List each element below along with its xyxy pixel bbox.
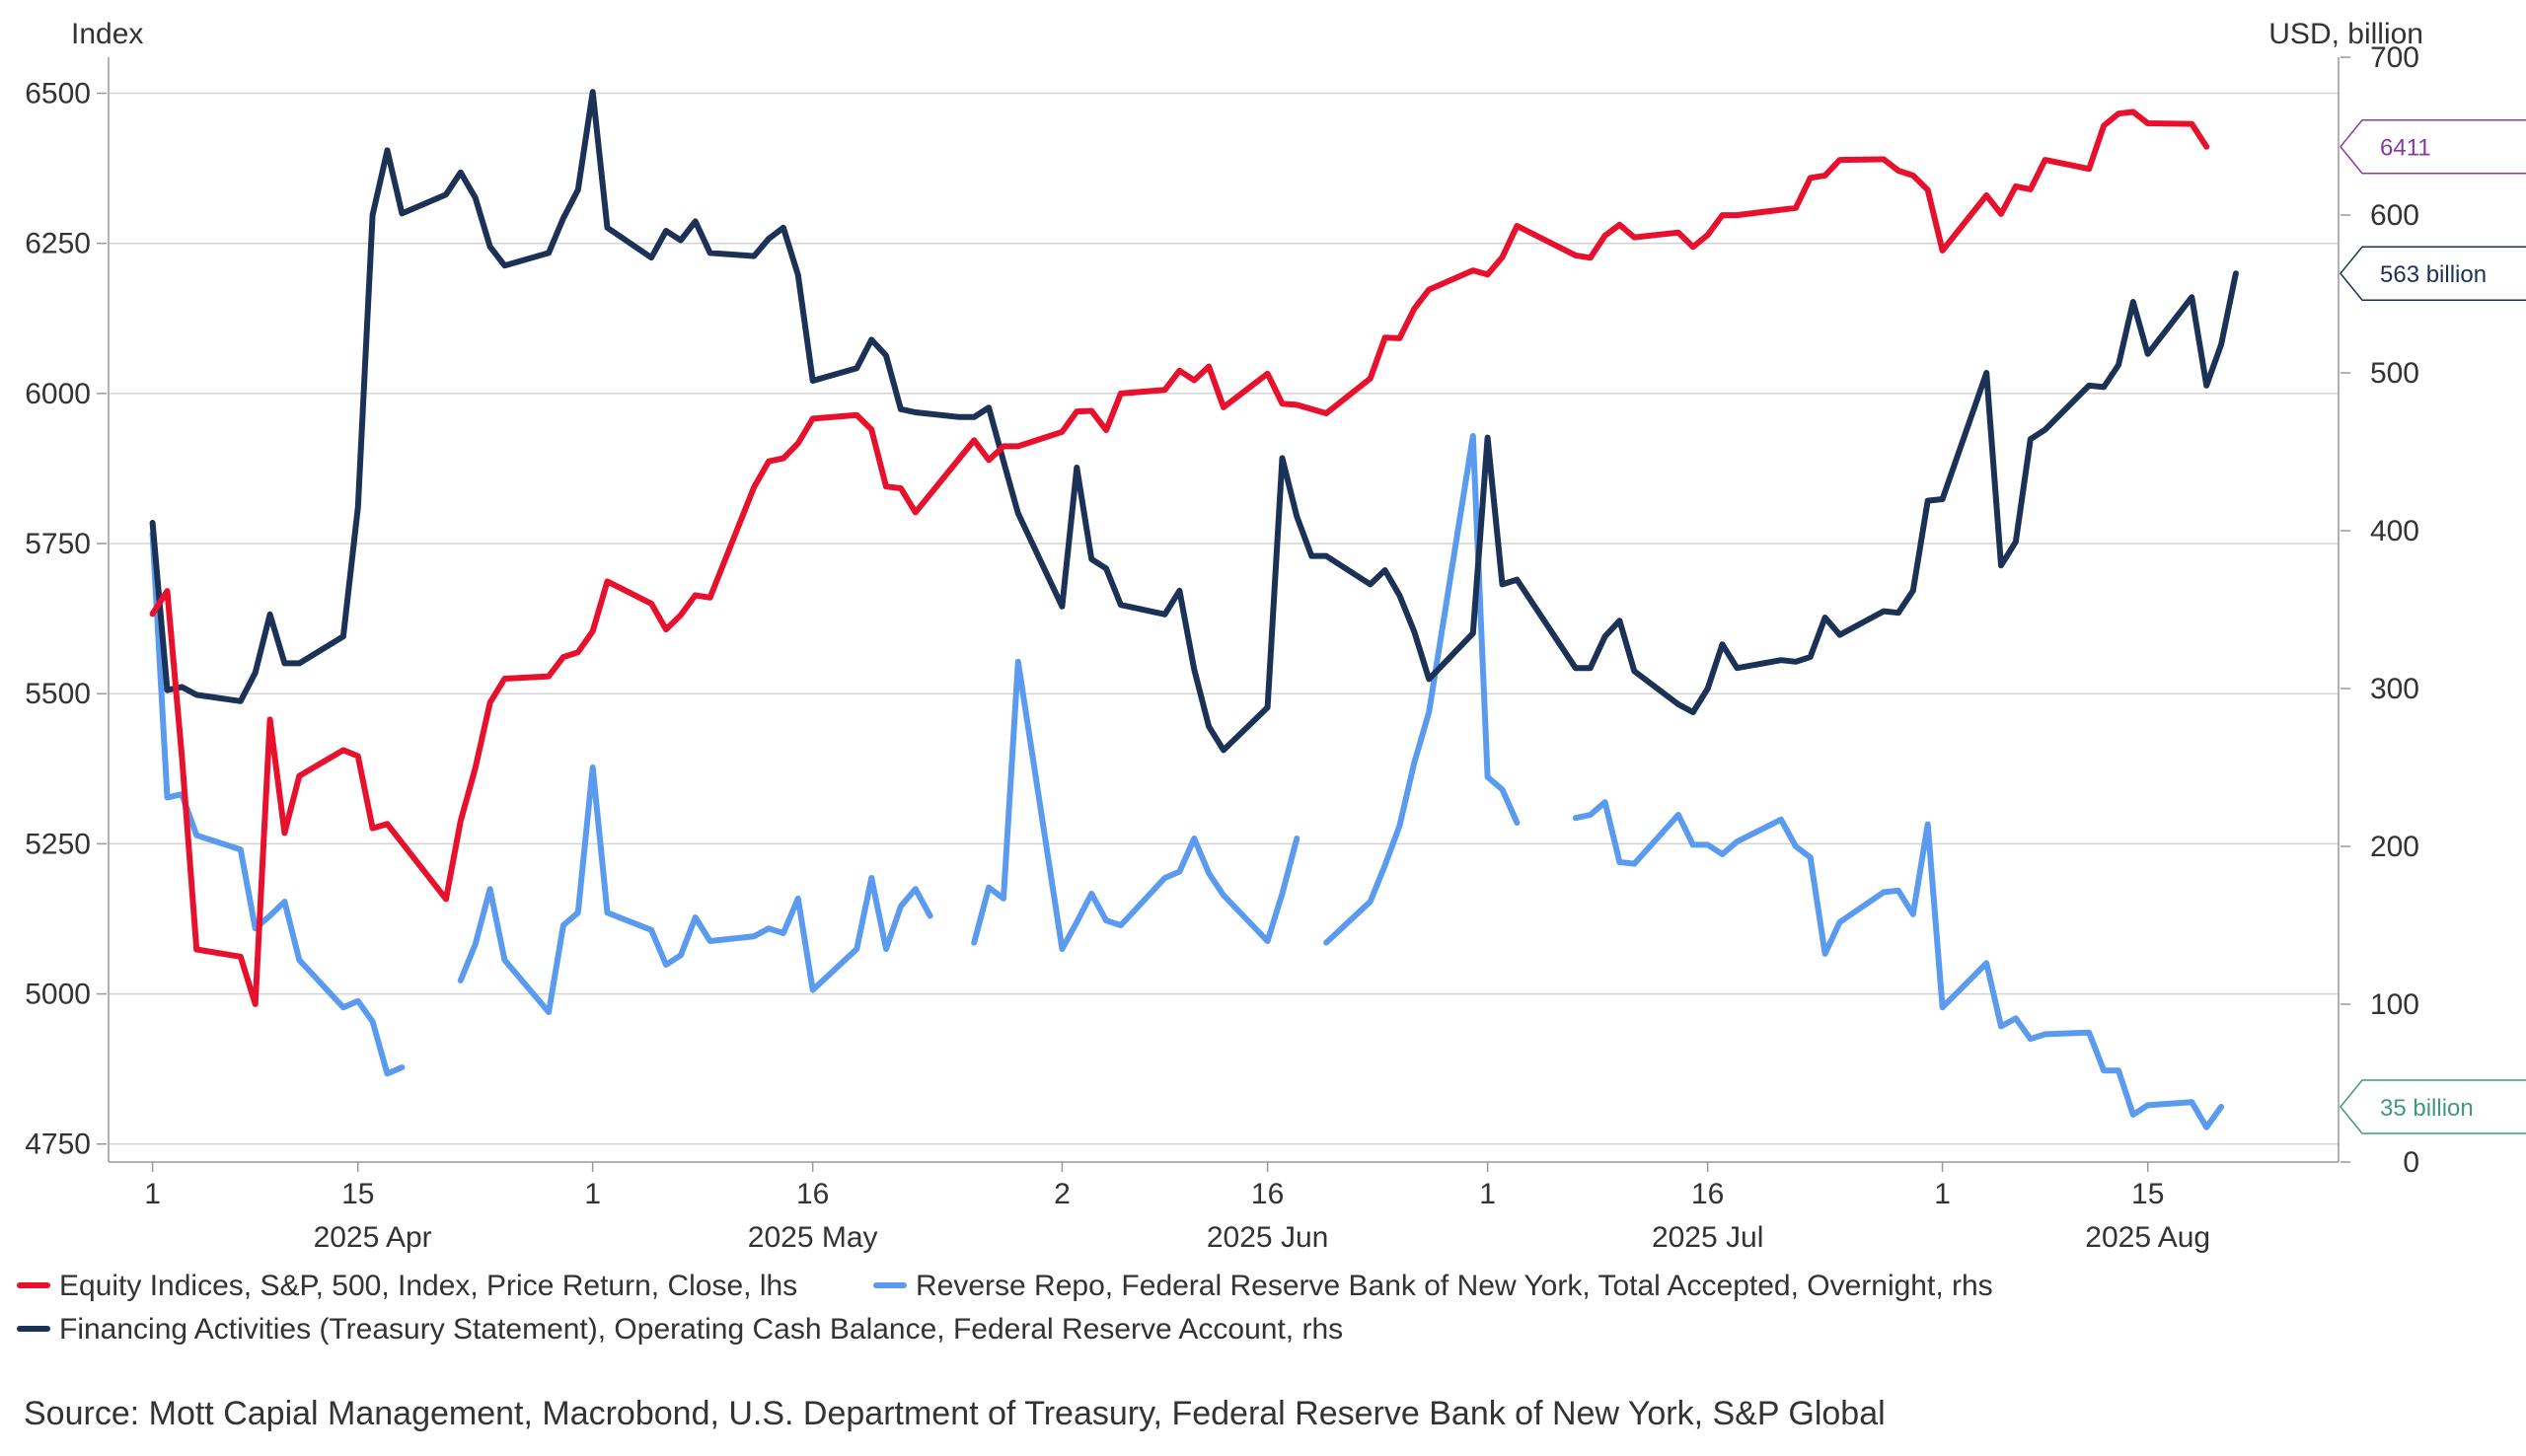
legend-label: Reverse Repo, Federal Reserve Bank of Ne…	[916, 1270, 1993, 1302]
callout-box	[2340, 118, 2526, 175]
callout-label: 563 billion	[2380, 261, 2487, 288]
gridlines	[109, 92, 2339, 1145]
x-tick-label: 15	[341, 1178, 374, 1210]
x-tick-label: 1	[144, 1178, 161, 1210]
left-tick-label: 6000	[25, 378, 91, 410]
right-tick-label: 600	[2370, 199, 2419, 232]
month-label: 2025 Apr	[314, 1221, 432, 1254]
value-callout: 35 billion	[2340, 1079, 2526, 1134]
left-tick-label: 6250	[25, 228, 91, 260]
series-line	[457, 764, 933, 1015]
value-callout: 563 billion	[2340, 246, 2526, 301]
right-tick-label: 700	[2370, 41, 2419, 74]
left-tick-label: 5750	[25, 528, 91, 560]
left-tick-label: 4750	[25, 1128, 91, 1161]
series-1	[149, 433, 2225, 1130]
right-tick-label: 200	[2370, 831, 2419, 863]
value-callout: 6411	[2340, 118, 2526, 175]
callout-label: 6411	[2380, 135, 2431, 162]
legend-item: Reverse Repo, Federal Reserve Bank of Ne…	[873, 1270, 1993, 1302]
legend-label: Equity Indices, S&P, 500, Index, Price R…	[59, 1270, 797, 1302]
x-tick-label: 16	[1691, 1178, 1724, 1210]
month-label: 2025 Aug	[2085, 1221, 2210, 1254]
x-tick-label: 2	[1054, 1178, 1071, 1210]
right-tick-label: 500	[2370, 357, 2419, 390]
month-label: 2025 May	[748, 1221, 878, 1254]
right-tick-label: 100	[2370, 988, 2419, 1021]
x-tick-label: 15	[2131, 1178, 2164, 1210]
left-tick-label: 6500	[25, 78, 91, 110]
legend-item: Financing Activities (Treasury Statement…	[17, 1313, 1343, 1346]
series-line	[149, 109, 2210, 1007]
left-tick-label: 5250	[25, 828, 91, 860]
x-tick-label: 1	[1934, 1178, 1951, 1210]
x-tick-label: 16	[1251, 1178, 1284, 1210]
series-line	[1323, 433, 1521, 946]
legend: Equity Indices, S&P, 500, Index, Price R…	[17, 1270, 1993, 1346]
x-tick-label: 1	[584, 1178, 601, 1210]
left-tick-label: 5000	[25, 979, 91, 1011]
right-tick-label: 400	[2370, 515, 2419, 547]
right-axis-label: USD, billion	[2268, 18, 2423, 50]
series-line	[149, 89, 2239, 754]
month-label: 2025 Jun	[1207, 1221, 1328, 1254]
series-lines	[149, 89, 2239, 1130]
callout-label: 35 billion	[2380, 1095, 2474, 1122]
right-tick-label: 300	[2370, 673, 2419, 705]
series-line	[971, 658, 1300, 952]
callout-box	[2340, 1079, 2526, 1134]
right-tick-label: 0	[2403, 1146, 2419, 1179]
month-label: 2025 Jul	[1652, 1221, 1763, 1254]
left-tick-label: 5500	[25, 678, 91, 710]
series-2	[149, 89, 2239, 754]
series-0	[149, 109, 2210, 1007]
value-callouts: 6411 563 billion 35 billion	[2340, 118, 2526, 1134]
legend-item: Equity Indices, S&P, 500, Index, Price R…	[17, 1270, 797, 1302]
left-axis-label: Index	[71, 18, 143, 50]
callout-box	[2340, 246, 2526, 301]
series-line	[149, 531, 406, 1077]
x-tick-label: 16	[796, 1178, 829, 1210]
x-tick-label: 1	[1479, 1178, 1496, 1210]
legend-label: Financing Activities (Treasury Statement…	[59, 1313, 1343, 1346]
source-note: Source: Mott Capial Management, Macrobon…	[24, 1395, 1886, 1432]
axes: Index USD, billion 650062506000575055005…	[25, 18, 2423, 1254]
series-line	[1572, 799, 2225, 1130]
